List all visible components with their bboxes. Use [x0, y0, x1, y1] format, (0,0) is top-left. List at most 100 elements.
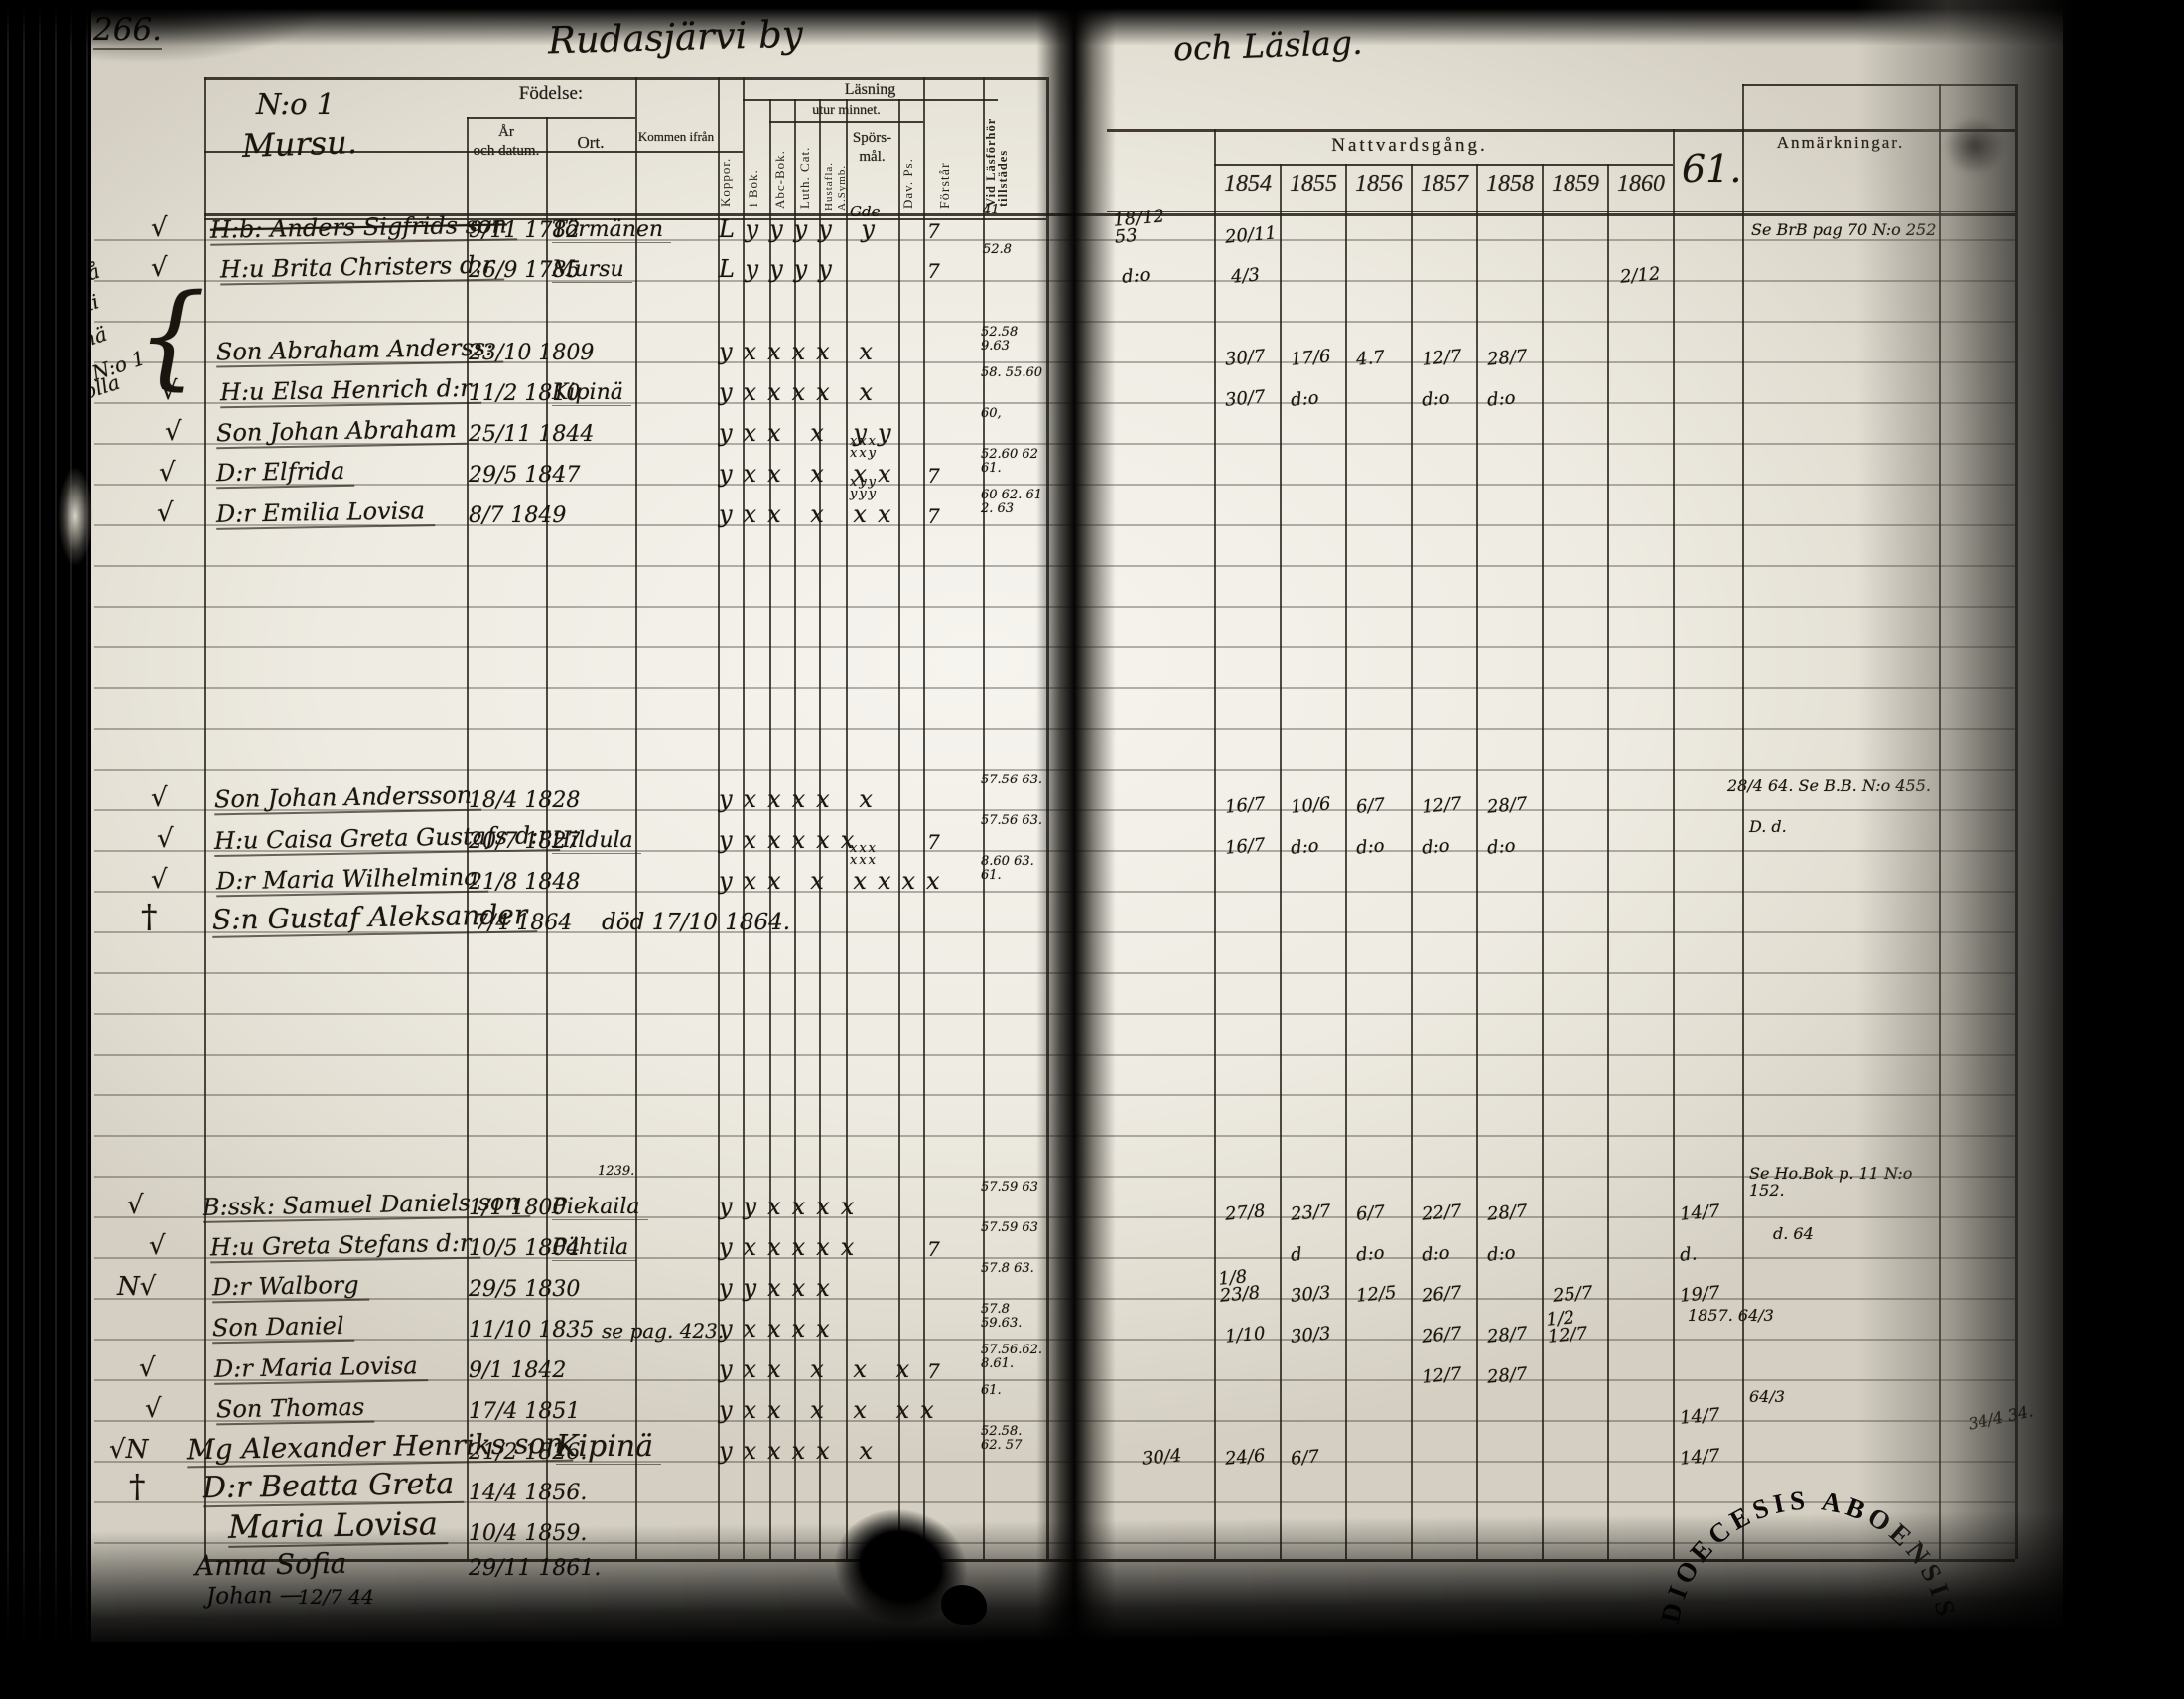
communion-1857: d:o: [1421, 1242, 1451, 1266]
row-birthplace: Piekaila: [552, 1195, 648, 1220]
row-name: D:r Beatta Greta: [202, 1466, 465, 1508]
table-row: √ Son Thomas 17/4 1851 yxx x x xx 61. 14…: [0, 1384, 2184, 1429]
examination-years: 57.8 59.63.: [981, 1302, 1023, 1331]
row-name: D:r Emilia Lovisa: [215, 496, 436, 530]
communion-1854: 30/7: [1224, 386, 1267, 411]
row-birthdate: 8/7 1849: [469, 503, 567, 528]
communion-1856: d:o: [1355, 1242, 1386, 1266]
psalms-mark: 7: [927, 504, 940, 528]
psalms-mark: 7: [927, 259, 940, 283]
communion-1857: 26/7: [1421, 1282, 1463, 1307]
row-name: Son Thomas: [215, 1392, 375, 1426]
farm-name: Mursu.: [241, 122, 358, 166]
communion-pre1854: 18/12 53: [1112, 206, 1165, 248]
vignette-top-left: [60, 0, 477, 119]
row-name: Son Johan Andersson: [213, 780, 482, 816]
remark: D. d.: [1749, 817, 1787, 836]
row-check: √: [151, 865, 168, 895]
reading-marks: yxxxx x: [719, 785, 884, 813]
row-check: √: [151, 213, 168, 243]
reading-marks: yxx x xx: [719, 500, 902, 528]
year-column-1854: 1854: [1224, 171, 1272, 197]
sporsmal-extra-marks: xyy yyy: [850, 475, 879, 501]
row-birthdate: 1/1 1800: [469, 1196, 567, 1220]
reading-marks: yxx x xxxx: [719, 867, 951, 895]
examination-years: 57.56 63.: [981, 813, 1043, 828]
row-birthdate: 23/10 1809: [469, 341, 595, 365]
row-birthdate: 14/4 1856.: [469, 1481, 588, 1505]
communion-1861: d.: [1679, 1243, 1699, 1266]
remark: 64/3: [1749, 1387, 1785, 1406]
row-birthdate: 25/11 1844: [469, 422, 595, 447]
communion-1855: 6/7: [1290, 1446, 1320, 1470]
communion-1857: 22/7: [1421, 1201, 1463, 1225]
table-row: √ H:u Greta Stefans d:r 10/5 1804 Pähtil…: [0, 1220, 2184, 1266]
row-birthplace: Kipinä: [552, 380, 631, 406]
communion-1854: 4/3: [1230, 264, 1261, 288]
table-row: √ D:r Emilia Lovisa 8/7 1849 yxx x xx xy…: [0, 476, 2184, 530]
communion-1856: 6/7: [1355, 794, 1386, 818]
examination-years: 57.59 63: [981, 1220, 1038, 1235]
reference-note: se pag. 423.: [602, 1319, 725, 1343]
communion-1858: 28/7: [1486, 346, 1529, 370]
column-header-kommen-ifran: Kommen ifrån: [637, 129, 715, 144]
row-birthdate: 17/4 1851: [469, 1399, 581, 1424]
vignette-right: [1856, 0, 2184, 1699]
examination-years: 60,: [981, 406, 1002, 421]
row-name: Son Abraham Anderss:: [215, 333, 504, 368]
communion-1861: 14/7: [1679, 1404, 1721, 1429]
reading-marks: yxx x xx: [719, 460, 902, 488]
reading-marks: Lyyyy: [719, 255, 843, 283]
communion-1855: 30/3: [1290, 1323, 1332, 1347]
year-column-1859: 1859: [1552, 171, 1599, 197]
row-name: H:u Greta Stefans d:r: [209, 1228, 481, 1264]
row-birthdate: 21/8 1848: [469, 870, 581, 895]
communion-1854: 16/7: [1224, 834, 1267, 859]
row-check: √: [149, 1231, 166, 1261]
table-row: √ D:r Elfrida 29/5 1847 yxx x xx xxx xxy…: [0, 435, 2184, 490]
row-birthplace: Hildula: [552, 828, 641, 854]
row-name: H:u Elsa Henrich d:r: [219, 373, 481, 409]
communion-1854: 24/6: [1224, 1445, 1267, 1470]
examination-years: 41: [983, 203, 1000, 217]
year-column-1856: 1856: [1355, 171, 1403, 197]
table-row: † D:r Beatta Greta 14/4 1856.: [0, 1466, 2184, 1508]
communion-1857: d:o: [1421, 835, 1451, 859]
psalms-mark: 7: [927, 219, 940, 243]
communion-1860: 2/12: [1619, 263, 1662, 288]
vignette-bottom: [0, 1508, 2184, 1699]
remark: d. 64: [1773, 1224, 1814, 1243]
communion-1855: 30/3: [1290, 1282, 1332, 1307]
communion-1857: 12/7: [1421, 1363, 1463, 1388]
communion-1861: 14/7: [1679, 1201, 1721, 1225]
reading-marks: yyxxxx: [719, 1193, 866, 1220]
column-header-sporsmal: Spörs- mål.: [852, 130, 892, 165]
birthplace-small-note: 1239.: [598, 1164, 635, 1179]
row-check: N√: [117, 1272, 157, 1302]
row-name: H:u Brita Christers d:r: [219, 250, 505, 286]
reading-marks: yxxxx: [719, 1315, 841, 1343]
psalms-mark: 7: [927, 1359, 940, 1383]
table-row: √N Mg Alexander Henriks son 21/2 1826. K…: [0, 1425, 2184, 1470]
examination-years: 57.56.62. 8.61.: [981, 1343, 1043, 1371]
column-header-vid-lasforhor: Vid Läsförhör tillstädes: [984, 117, 1010, 207]
column-header-fodelse: Födelse:: [518, 83, 584, 104]
row-birthplace: Törmänen: [552, 217, 672, 243]
margin-brace: {: [137, 270, 205, 402]
row-birthplace: Pähtila: [552, 1235, 637, 1261]
communion-1858: 28/7: [1486, 1323, 1529, 1347]
communion-1855: 17/6: [1290, 346, 1332, 370]
communion-1854: 1/8 23/8: [1217, 1266, 1262, 1307]
communion-1855: 23/7: [1290, 1201, 1332, 1225]
communion-1855: d: [1290, 1243, 1303, 1266]
row-birthdate: 29/5 1830: [469, 1277, 581, 1302]
column-header-koppor: Koppor.: [718, 157, 733, 207]
communion-1858: 28/7: [1486, 1363, 1529, 1388]
communion-1855: d:o: [1290, 835, 1320, 859]
examination-years: 58. 55.60: [981, 365, 1043, 380]
row-birthplace: Kipinä: [556, 1429, 662, 1465]
row-check: √: [159, 458, 176, 488]
year-column-1861-handwritten: 61.: [1682, 147, 1742, 191]
communion-1854: 1/10: [1224, 1323, 1267, 1347]
